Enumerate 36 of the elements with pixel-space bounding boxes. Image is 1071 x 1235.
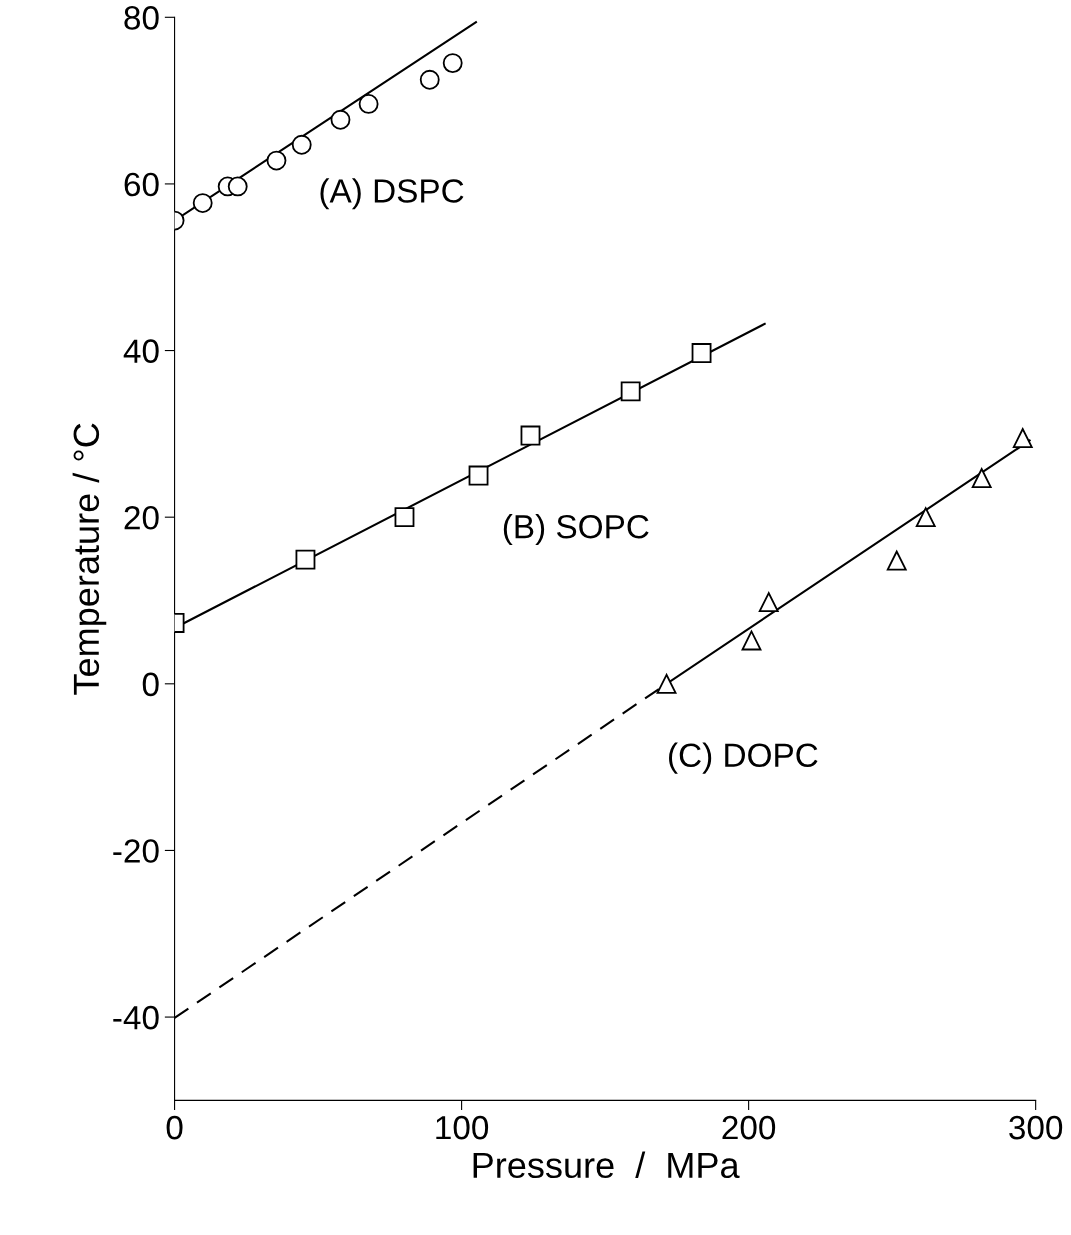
x-tick-label: 100 xyxy=(436,1115,489,1140)
y-tick-label: -40 xyxy=(113,1005,159,1030)
y-tick-label: 80 xyxy=(124,6,159,30)
point xyxy=(227,176,248,197)
point xyxy=(915,507,936,528)
x-axis-title: Pressure / MPa xyxy=(473,1151,740,1179)
point xyxy=(295,549,316,570)
point xyxy=(330,109,351,130)
point xyxy=(691,343,712,363)
point xyxy=(419,69,440,90)
x-tick-label: 200 xyxy=(722,1115,776,1140)
point xyxy=(886,550,907,571)
y-tick-label: -20 xyxy=(113,839,159,863)
point xyxy=(266,150,287,171)
x-tick-label: 300 xyxy=(1009,1115,1063,1140)
point xyxy=(394,507,415,528)
point xyxy=(468,465,489,486)
series-label: (B) SOPC xyxy=(503,514,649,546)
point xyxy=(758,592,779,613)
y-tick-label: 40 xyxy=(123,339,159,363)
point xyxy=(741,630,762,651)
point xyxy=(192,193,213,214)
point xyxy=(442,53,463,74)
point xyxy=(971,468,992,488)
y-tick-label: 20 xyxy=(124,505,159,530)
series-label: (C) DOPC xyxy=(669,742,818,774)
point xyxy=(520,425,541,446)
y-tick-label: 60 xyxy=(124,172,159,197)
x-tick-label: 0 xyxy=(166,1115,183,1140)
point xyxy=(1012,428,1033,448)
point xyxy=(620,381,641,402)
point xyxy=(656,673,677,694)
y-axis-title: Temperature / °C xyxy=(72,423,107,695)
y-tick-label: 0 xyxy=(142,672,159,697)
point xyxy=(291,134,312,155)
series-label: (A) DSPC xyxy=(320,178,464,210)
